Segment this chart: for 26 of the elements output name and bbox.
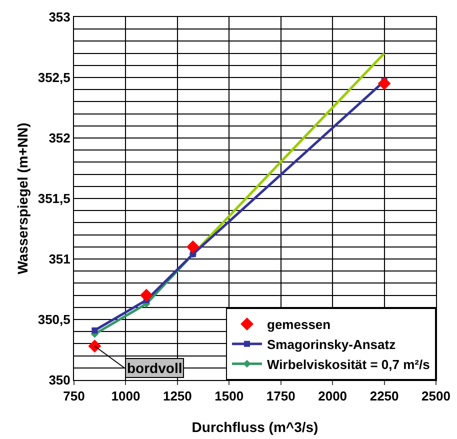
y-tick-label: 352,5 <box>38 70 70 86</box>
legend-label: gemessen <box>267 317 331 332</box>
x-tick-label: 1000 <box>111 388 140 404</box>
x-tick-label: 2500 <box>422 388 450 404</box>
legend-label: Wirbelviskosität = 0,7 m²/s <box>267 356 430 372</box>
y-tick-label: 352 <box>48 130 70 146</box>
legend-label: Smagorinsky-Ansatz <box>267 336 396 352</box>
y-tick-label: 351 <box>48 252 70 267</box>
y-tick-label: 350 <box>48 372 70 388</box>
x-axis-title: Durchfluss (m^3/s) <box>192 419 318 435</box>
x-tick-label: 1500 <box>214 388 244 404</box>
x-tick-label: 750 <box>63 388 85 404</box>
y-tick-label: 353 <box>48 10 70 25</box>
point <box>88 340 102 353</box>
point <box>378 77 391 90</box>
annotation: bordvoll <box>127 360 182 376</box>
y-axis-title: Wasserspiegel (m+NN) <box>14 122 30 274</box>
point <box>140 288 153 302</box>
y-tick-label: 350,5 <box>38 312 70 328</box>
x-tick-label: 1250 <box>162 388 192 404</box>
x-tick-label: 1750 <box>266 388 296 404</box>
x-tick-label: 2000 <box>318 388 348 404</box>
y-tick-label: 351,5 <box>38 191 70 206</box>
point <box>92 327 98 334</box>
point <box>186 240 200 254</box>
x-tick-label: 2250 <box>370 388 399 404</box>
